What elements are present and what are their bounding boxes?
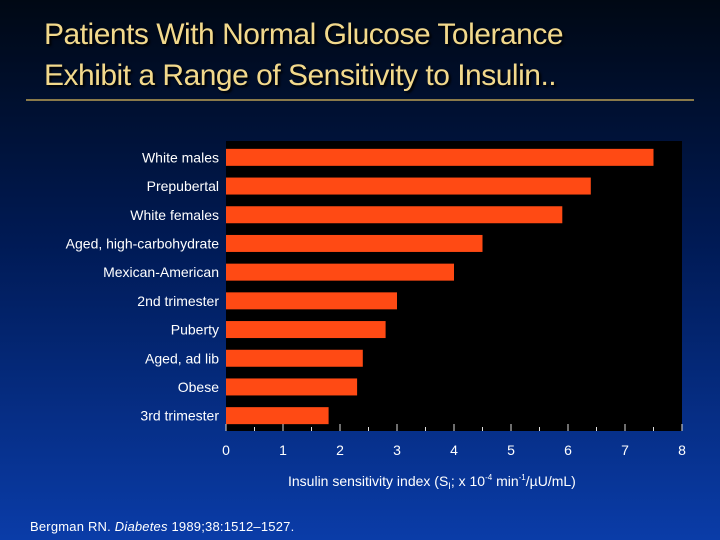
category-label-prepubertal: Prepubertal	[147, 178, 219, 194]
category-label-aged-ad-lib: Aged, ad lib	[145, 350, 219, 366]
title-line-2: Exhibit a Range of Sensitivity to Insuli…	[44, 59, 557, 92]
x-tick-label-8: 8	[678, 442, 686, 458]
category-label-white-males: White males	[142, 149, 219, 165]
citation-journal: Diabetes	[114, 519, 168, 534]
x-tick-label-6: 6	[564, 442, 572, 458]
title-divider	[26, 99, 694, 101]
x-tick-label-7: 7	[621, 442, 629, 458]
bar-obese	[226, 378, 358, 396]
category-label-3rd-trimester: 3rd trimester	[140, 408, 219, 424]
bar-puberty	[226, 321, 386, 339]
category-label-white-females: White females	[130, 207, 219, 223]
citation-ref: 1989;38:1512–1527.	[167, 519, 295, 534]
category-label-puberty: Puberty	[171, 322, 219, 338]
x-axis-title: Insulin sensitivity index (SI; x 10-4 mi…	[288, 473, 576, 491]
title-line-1: Patients With Normal Glucose Tolerance	[44, 18, 564, 51]
x-tick-label-3: 3	[393, 442, 401, 458]
x-tick-label-2: 2	[336, 442, 344, 458]
bar-white-females	[226, 206, 563, 224]
category-label-2nd-trimester: 2nd trimester	[137, 293, 219, 309]
bar-white-males	[226, 148, 654, 166]
x-tick-label-1: 1	[279, 442, 287, 458]
citation-author: Bergman RN.	[30, 519, 115, 534]
category-label-aged-high-carbohydrate: Aged, high-carbohydrate	[66, 235, 220, 251]
category-label-obese: Obese	[178, 379, 219, 395]
bar-3rd-trimester	[226, 407, 329, 425]
bar-aged-ad-lib	[226, 349, 363, 367]
x-tick-label-4: 4	[450, 442, 458, 458]
bar-prepubertal	[226, 177, 591, 195]
x-tick-label-0: 0	[222, 442, 230, 458]
bar-2nd-trimester	[226, 292, 397, 310]
category-label-mexican-american: Mexican-American	[103, 264, 219, 280]
x-tick-label-5: 5	[507, 442, 515, 458]
bar-mexican-american	[226, 263, 454, 281]
bar-aged-high-carbohydrate	[226, 234, 483, 252]
slide-title: Patients With Normal Glucose Tolerance E…	[44, 14, 684, 96]
citation: Bergman RN. Diabetes 1989;38:1512–1527.	[30, 519, 294, 534]
